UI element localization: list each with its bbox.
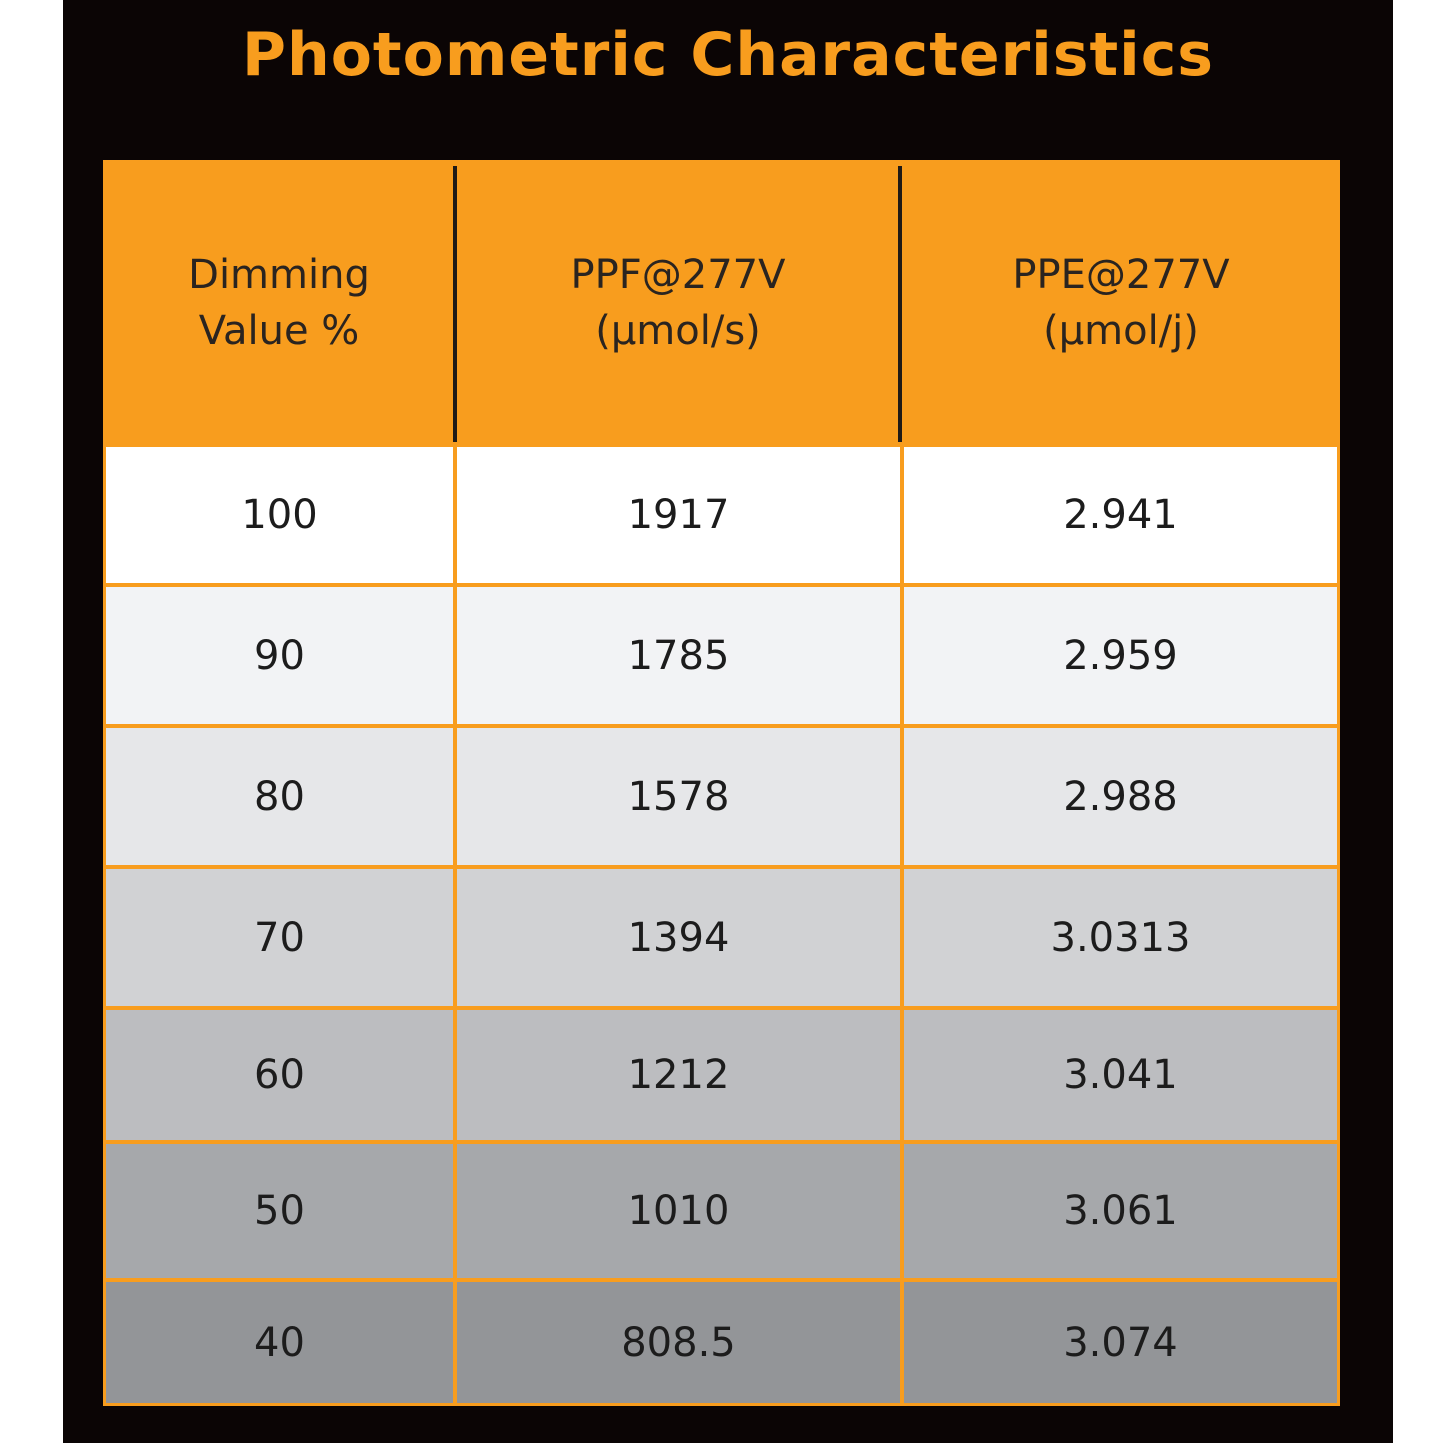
table-row: 80 1578 2.988 bbox=[106, 728, 1337, 865]
table-row: 70 1394 3.0313 bbox=[106, 869, 1337, 1006]
cell-ppf: 1212 bbox=[457, 1010, 900, 1140]
cell-ppe: 3.074 bbox=[904, 1282, 1337, 1403]
cell-ppe: 3.061 bbox=[904, 1144, 1337, 1278]
cell-dimming: 50 bbox=[106, 1144, 453, 1278]
header-dimming-line1: Dimming bbox=[188, 251, 370, 298]
header-dimming-line2: Value % bbox=[198, 307, 360, 354]
table-row: 50 1010 3.061 bbox=[106, 1144, 1337, 1278]
cell-dimming: 40 bbox=[106, 1282, 453, 1403]
cell-ppe: 2.959 bbox=[904, 587, 1337, 724]
cell-ppe: 2.941 bbox=[904, 447, 1337, 583]
cell-dimming: 90 bbox=[106, 587, 453, 724]
table-row: 90 1785 2.959 bbox=[106, 587, 1337, 724]
header-divider bbox=[453, 166, 457, 442]
cell-dimming: 70 bbox=[106, 869, 453, 1006]
header-ppe-line1: PPE@277V bbox=[1012, 251, 1230, 298]
table-header: Dimming Value % PPF@277V (µmol/s) PPE@27… bbox=[103, 160, 1340, 445]
cell-ppf: 1010 bbox=[457, 1144, 900, 1278]
header-dimming: Dimming Value % bbox=[103, 160, 455, 445]
table-row: 60 1212 3.041 bbox=[106, 1010, 1337, 1140]
header-ppf: PPF@277V (µmol/s) bbox=[457, 160, 899, 445]
photometric-panel: Photometric Characteristics Dimming Valu… bbox=[63, 0, 1393, 1443]
table-row: 40 808.5 3.074 bbox=[106, 1282, 1337, 1403]
cell-dimming: 60 bbox=[106, 1010, 453, 1140]
header-ppe: PPE@277V (µmol/j) bbox=[902, 160, 1340, 445]
photometric-table: Dimming Value % PPF@277V (µmol/s) PPE@27… bbox=[103, 160, 1340, 1406]
header-ppf-line1: PPF@277V bbox=[570, 251, 786, 298]
cell-ppe: 3.041 bbox=[904, 1010, 1337, 1140]
header-ppe-line2: (µmol/j) bbox=[1043, 307, 1199, 354]
cell-ppf: 1917 bbox=[457, 447, 900, 583]
cell-dimming: 80 bbox=[106, 728, 453, 865]
cell-ppe: 3.0313 bbox=[904, 869, 1337, 1006]
page-title: Photometric Characteristics bbox=[242, 20, 1214, 90]
cell-ppf: 1785 bbox=[457, 587, 900, 724]
cell-dimming: 100 bbox=[106, 447, 453, 583]
cell-ppf: 1578 bbox=[457, 728, 900, 865]
table-row: 100 1917 2.941 bbox=[106, 447, 1337, 583]
cell-ppf: 1394 bbox=[457, 869, 900, 1006]
header-divider bbox=[898, 166, 902, 442]
header-ppf-line2: (µmol/s) bbox=[595, 307, 761, 354]
cell-ppf: 808.5 bbox=[457, 1282, 900, 1403]
cell-ppe: 2.988 bbox=[904, 728, 1337, 865]
